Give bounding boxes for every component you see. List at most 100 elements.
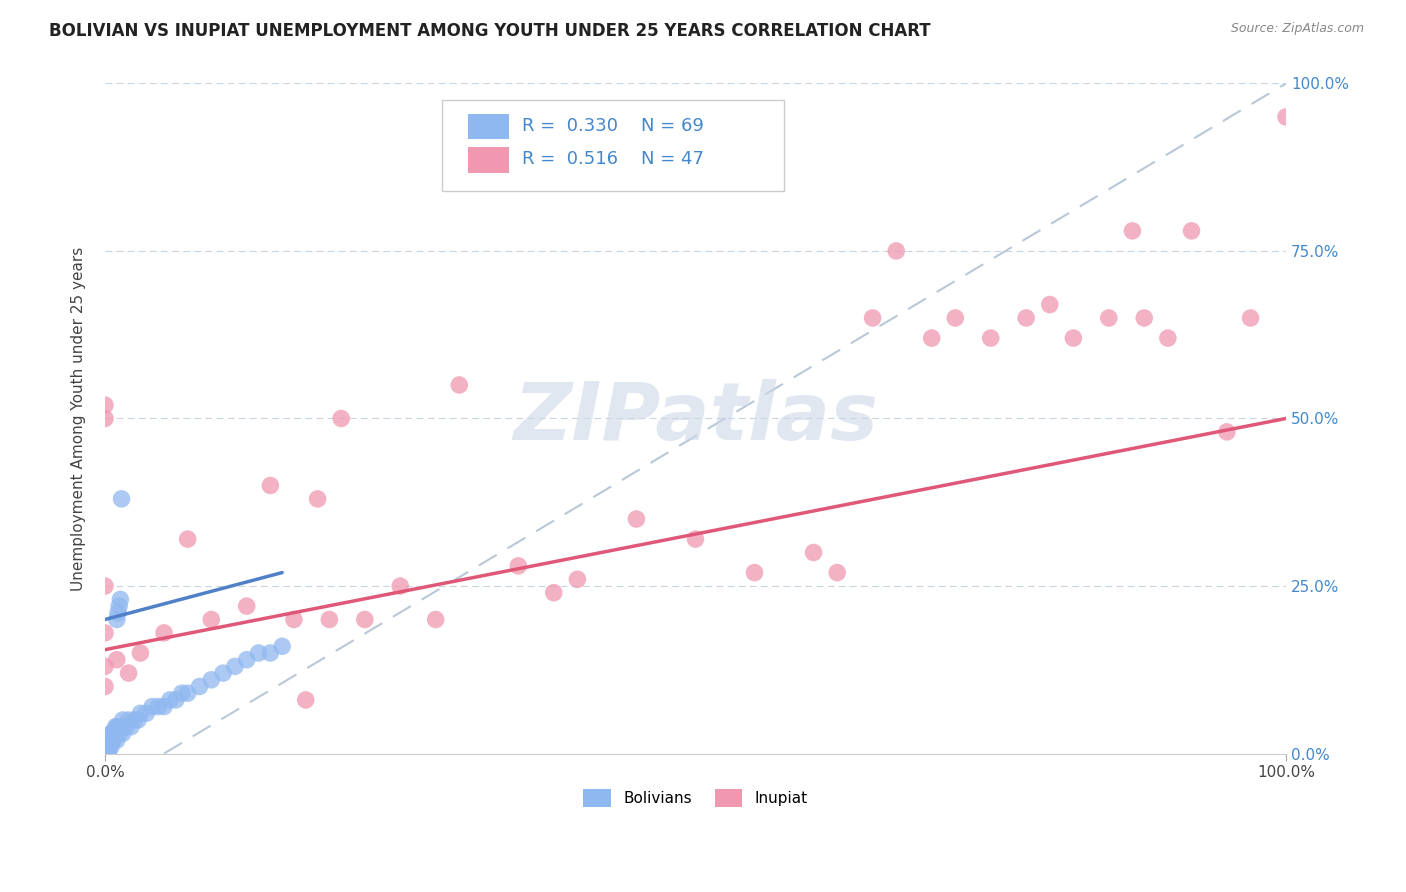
Point [103, 726, 125, 740]
Point [200, 673, 222, 687]
Point [94, 747, 117, 761]
Point [685, 532, 707, 546]
Point [104, 723, 127, 737]
Point [115, 720, 138, 734]
Point [1180, 224, 1202, 238]
Point [862, 310, 884, 325]
Point [330, 411, 353, 425]
Point [94, 739, 117, 754]
Point [425, 613, 447, 627]
Point [107, 606, 129, 620]
Text: R =  0.330    N = 69: R = 0.330 N = 69 [522, 117, 704, 135]
Point [135, 706, 157, 721]
Point [96, 739, 118, 754]
Point [803, 545, 825, 559]
Point [1133, 310, 1156, 325]
Point [100, 736, 122, 750]
Point [110, 592, 132, 607]
Point [1275, 110, 1298, 124]
Point [318, 613, 340, 627]
Point [103, 733, 125, 747]
Point [1098, 310, 1121, 325]
Point [159, 693, 181, 707]
Point [94, 747, 117, 761]
Point [94, 680, 117, 694]
Point [94, 747, 117, 761]
Point [129, 646, 152, 660]
Legend: Bolivians, Inupiat: Bolivians, Inupiat [578, 783, 814, 813]
Point [1121, 224, 1143, 238]
Point [141, 699, 163, 714]
Point [188, 680, 211, 694]
Point [294, 693, 316, 707]
Point [165, 693, 187, 707]
Point [744, 566, 766, 580]
Point [110, 720, 132, 734]
Point [96, 747, 118, 761]
Point [129, 706, 152, 721]
Point [176, 686, 198, 700]
Point [94, 747, 117, 761]
Point [94, 743, 117, 757]
Point [235, 653, 257, 667]
Point [353, 613, 375, 627]
Point [94, 747, 117, 761]
Point [105, 653, 128, 667]
Point [825, 566, 848, 580]
Point [94, 411, 117, 425]
Point [94, 747, 117, 761]
Point [108, 599, 131, 613]
Point [108, 726, 131, 740]
Point [94, 747, 117, 761]
Point [101, 726, 124, 740]
Point [146, 699, 169, 714]
Point [259, 478, 281, 492]
Point [212, 666, 235, 681]
Point [567, 572, 589, 586]
Point [884, 244, 907, 258]
Point [110, 491, 132, 506]
Point [170, 686, 193, 700]
Point [153, 626, 176, 640]
Point [96, 739, 118, 754]
Point [943, 310, 966, 325]
Point [96, 739, 118, 754]
Point [626, 512, 648, 526]
Point [111, 726, 134, 740]
Point [307, 491, 329, 506]
Point [94, 626, 117, 640]
Text: R =  0.516    N = 47: R = 0.516 N = 47 [522, 150, 704, 169]
Point [97, 733, 120, 747]
Point [1039, 297, 1062, 311]
Point [97, 739, 120, 754]
Point [271, 640, 294, 654]
Point [117, 666, 139, 681]
Point [283, 613, 305, 627]
Point [235, 599, 257, 613]
Point [1015, 310, 1038, 325]
Point [117, 713, 139, 727]
Point [94, 739, 117, 754]
Point [389, 579, 412, 593]
Point [200, 613, 222, 627]
Point [96, 747, 118, 761]
Point [543, 585, 565, 599]
Point [153, 699, 176, 714]
Point [103, 726, 125, 740]
Point [94, 659, 117, 673]
Text: Source: ZipAtlas.com: Source: ZipAtlas.com [1230, 22, 1364, 36]
Point [96, 743, 118, 757]
Bar [468, 113, 509, 139]
Point [449, 378, 471, 392]
Point [103, 730, 125, 744]
Bar [468, 147, 509, 172]
Point [94, 733, 117, 747]
Point [100, 726, 122, 740]
Point [921, 331, 943, 345]
Point [127, 713, 149, 727]
Point [97, 747, 120, 761]
Point [105, 733, 128, 747]
Y-axis label: Unemployment Among Youth under 25 years: Unemployment Among Youth under 25 years [72, 246, 86, 591]
Point [94, 733, 117, 747]
Text: ZIPatlas: ZIPatlas [513, 379, 877, 458]
